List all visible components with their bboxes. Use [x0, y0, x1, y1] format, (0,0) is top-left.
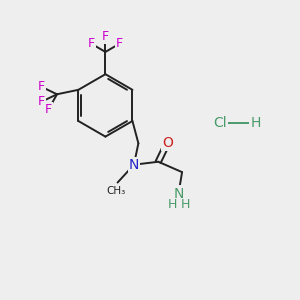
Text: F: F [116, 37, 123, 50]
Text: H: H [180, 198, 190, 211]
Text: H: H [250, 116, 261, 130]
Text: O: O [162, 136, 173, 150]
Text: F: F [102, 30, 109, 43]
Text: F: F [38, 95, 45, 108]
Text: CH₃: CH₃ [106, 186, 126, 196]
Text: N: N [129, 158, 139, 172]
Text: F: F [45, 103, 52, 116]
Text: F: F [38, 80, 45, 93]
Text: F: F [88, 37, 95, 50]
Text: Cl: Cl [213, 116, 227, 130]
Text: N: N [173, 187, 184, 200]
Text: H: H [167, 198, 177, 211]
